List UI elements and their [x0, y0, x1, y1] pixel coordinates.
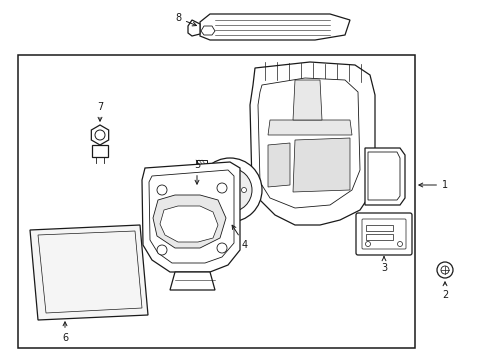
- Polygon shape: [30, 225, 148, 320]
- Polygon shape: [370, 175, 395, 183]
- Circle shape: [366, 242, 370, 247]
- Circle shape: [220, 200, 225, 204]
- Polygon shape: [368, 152, 400, 200]
- Circle shape: [95, 130, 105, 140]
- Polygon shape: [366, 234, 393, 240]
- Text: 1: 1: [419, 180, 448, 190]
- Polygon shape: [370, 163, 395, 171]
- Polygon shape: [293, 80, 322, 120]
- Polygon shape: [365, 148, 405, 205]
- FancyBboxPatch shape: [356, 213, 412, 255]
- Polygon shape: [170, 272, 215, 290]
- Circle shape: [222, 182, 238, 198]
- Text: 3: 3: [381, 257, 387, 273]
- Circle shape: [217, 183, 227, 193]
- Text: 2: 2: [442, 282, 448, 300]
- Polygon shape: [268, 120, 352, 135]
- Polygon shape: [370, 151, 395, 159]
- Circle shape: [208, 168, 252, 212]
- Polygon shape: [153, 195, 226, 248]
- Circle shape: [242, 188, 246, 193]
- Text: 4: 4: [232, 225, 248, 250]
- Polygon shape: [165, 255, 179, 267]
- Circle shape: [157, 185, 167, 195]
- Text: 6: 6: [62, 322, 68, 343]
- Polygon shape: [366, 225, 393, 231]
- Text: 7: 7: [97, 102, 103, 121]
- Circle shape: [235, 175, 240, 180]
- Polygon shape: [192, 192, 207, 204]
- Circle shape: [441, 266, 449, 274]
- Polygon shape: [92, 145, 108, 157]
- Polygon shape: [201, 26, 215, 35]
- Polygon shape: [149, 170, 234, 263]
- Circle shape: [217, 243, 227, 253]
- Polygon shape: [293, 138, 350, 192]
- Circle shape: [220, 175, 225, 180]
- Polygon shape: [250, 62, 375, 225]
- Polygon shape: [200, 14, 350, 40]
- Circle shape: [198, 158, 262, 222]
- Polygon shape: [370, 187, 395, 195]
- Polygon shape: [197, 160, 207, 164]
- Circle shape: [437, 262, 453, 278]
- Circle shape: [397, 242, 402, 247]
- Polygon shape: [91, 125, 109, 145]
- Polygon shape: [188, 20, 200, 36]
- Polygon shape: [258, 78, 360, 208]
- Circle shape: [214, 188, 219, 193]
- Polygon shape: [142, 162, 240, 272]
- Polygon shape: [160, 206, 218, 242]
- FancyBboxPatch shape: [362, 219, 406, 249]
- Polygon shape: [268, 143, 290, 187]
- Bar: [18, 55, 415, 348]
- Circle shape: [235, 200, 240, 204]
- Circle shape: [157, 245, 167, 255]
- Text: 5: 5: [194, 160, 200, 184]
- Text: 8: 8: [175, 13, 196, 26]
